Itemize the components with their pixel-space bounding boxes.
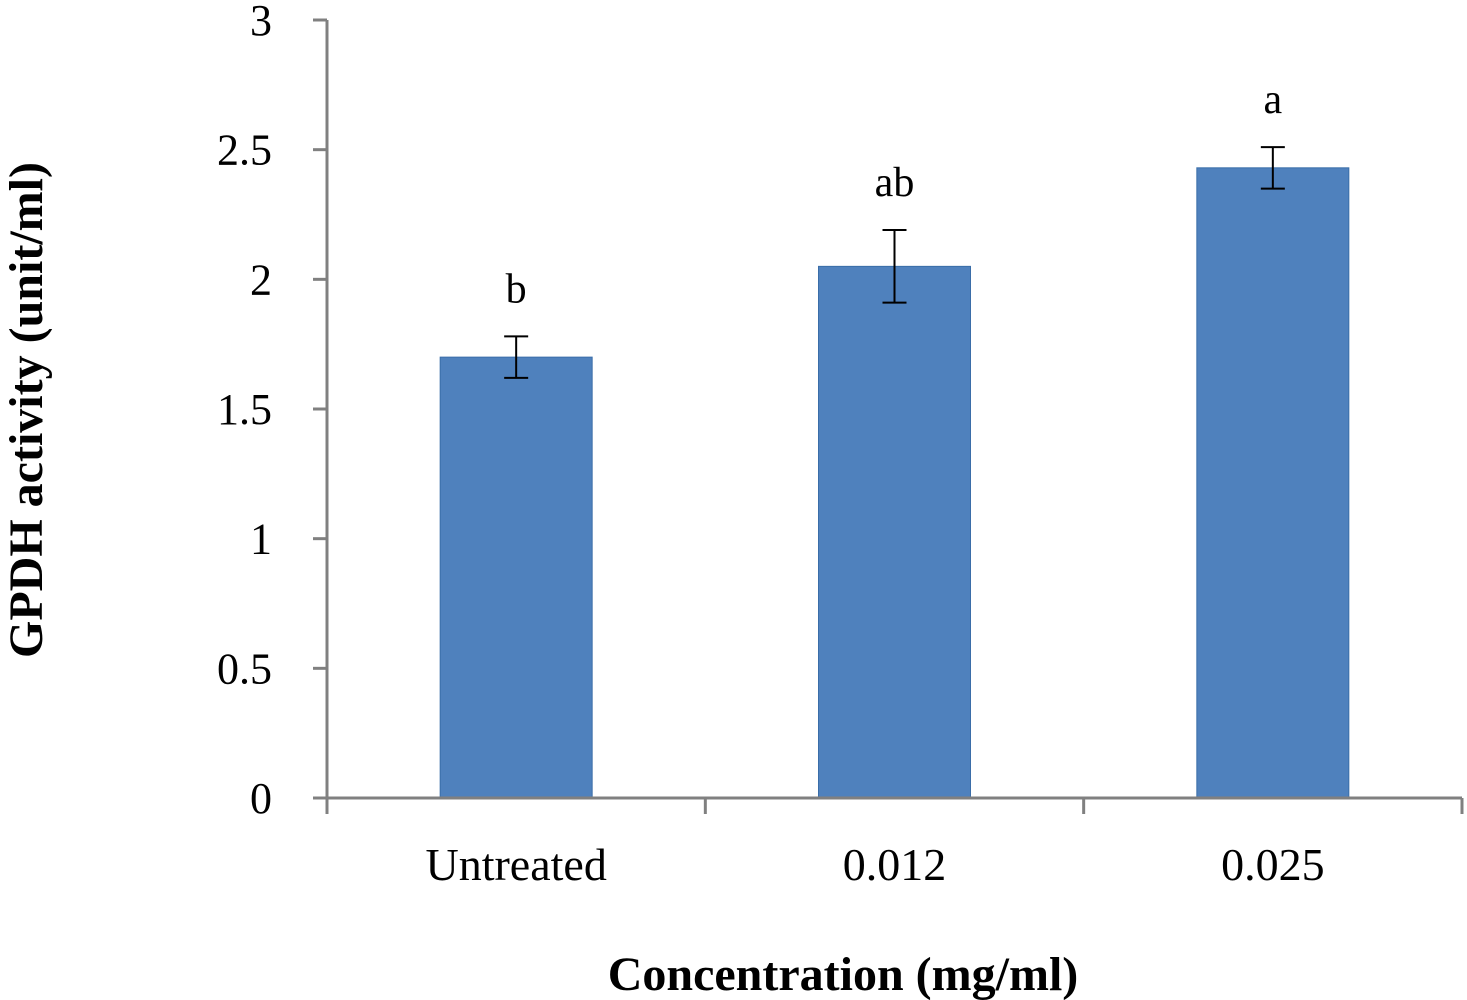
- y-tick-label-2: 1: [250, 515, 272, 564]
- y-tick-label-5: 2.5: [217, 126, 272, 175]
- bar-0: [439, 356, 593, 799]
- y-tick-label-4: 2: [250, 255, 272, 304]
- x-tick-label-1: 0.012: [843, 839, 947, 890]
- axes-layer: [313, 18, 1464, 814]
- y-tick-label-0: 0: [250, 774, 272, 823]
- bar-2: [1196, 167, 1350, 799]
- significance-label-2: a: [1264, 77, 1283, 123]
- x-tick-label-0: Untreated: [425, 839, 606, 890]
- y-tick-label-3: 1.5: [217, 385, 272, 434]
- significance-label-1: ab: [875, 160, 915, 206]
- error-bar-2: [1260, 146, 1285, 190]
- error-bar-0: [504, 335, 529, 379]
- y-axis-title: GPDH activity (unit/ml): [0, 162, 53, 658]
- error-bars-layer: [504, 146, 1285, 379]
- y-tick-label-1: 0.5: [217, 644, 272, 693]
- x-axis-title: Concentration (mg/ml): [608, 948, 1079, 1000]
- error-bar-1: [882, 229, 907, 304]
- y-tick-label-6: 3: [250, 0, 272, 45]
- significance-label-0: b: [506, 266, 527, 312]
- x-tick-label-2: 0.025: [1221, 839, 1325, 890]
- labels-layer: b Untreated ab 0.012 a 0.025 0 0.5 1 1.5 2 2.5 3: [217, 0, 1325, 890]
- bar-1: [818, 265, 971, 799]
